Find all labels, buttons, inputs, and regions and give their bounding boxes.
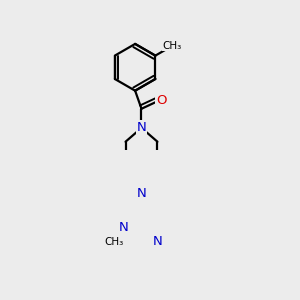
Text: N: N <box>136 187 146 200</box>
Text: N: N <box>136 122 146 134</box>
Text: N: N <box>118 221 128 234</box>
Text: CH₃: CH₃ <box>163 40 182 50</box>
Text: N: N <box>153 235 162 248</box>
Text: CH₃: CH₃ <box>105 237 124 247</box>
Text: O: O <box>156 94 166 107</box>
